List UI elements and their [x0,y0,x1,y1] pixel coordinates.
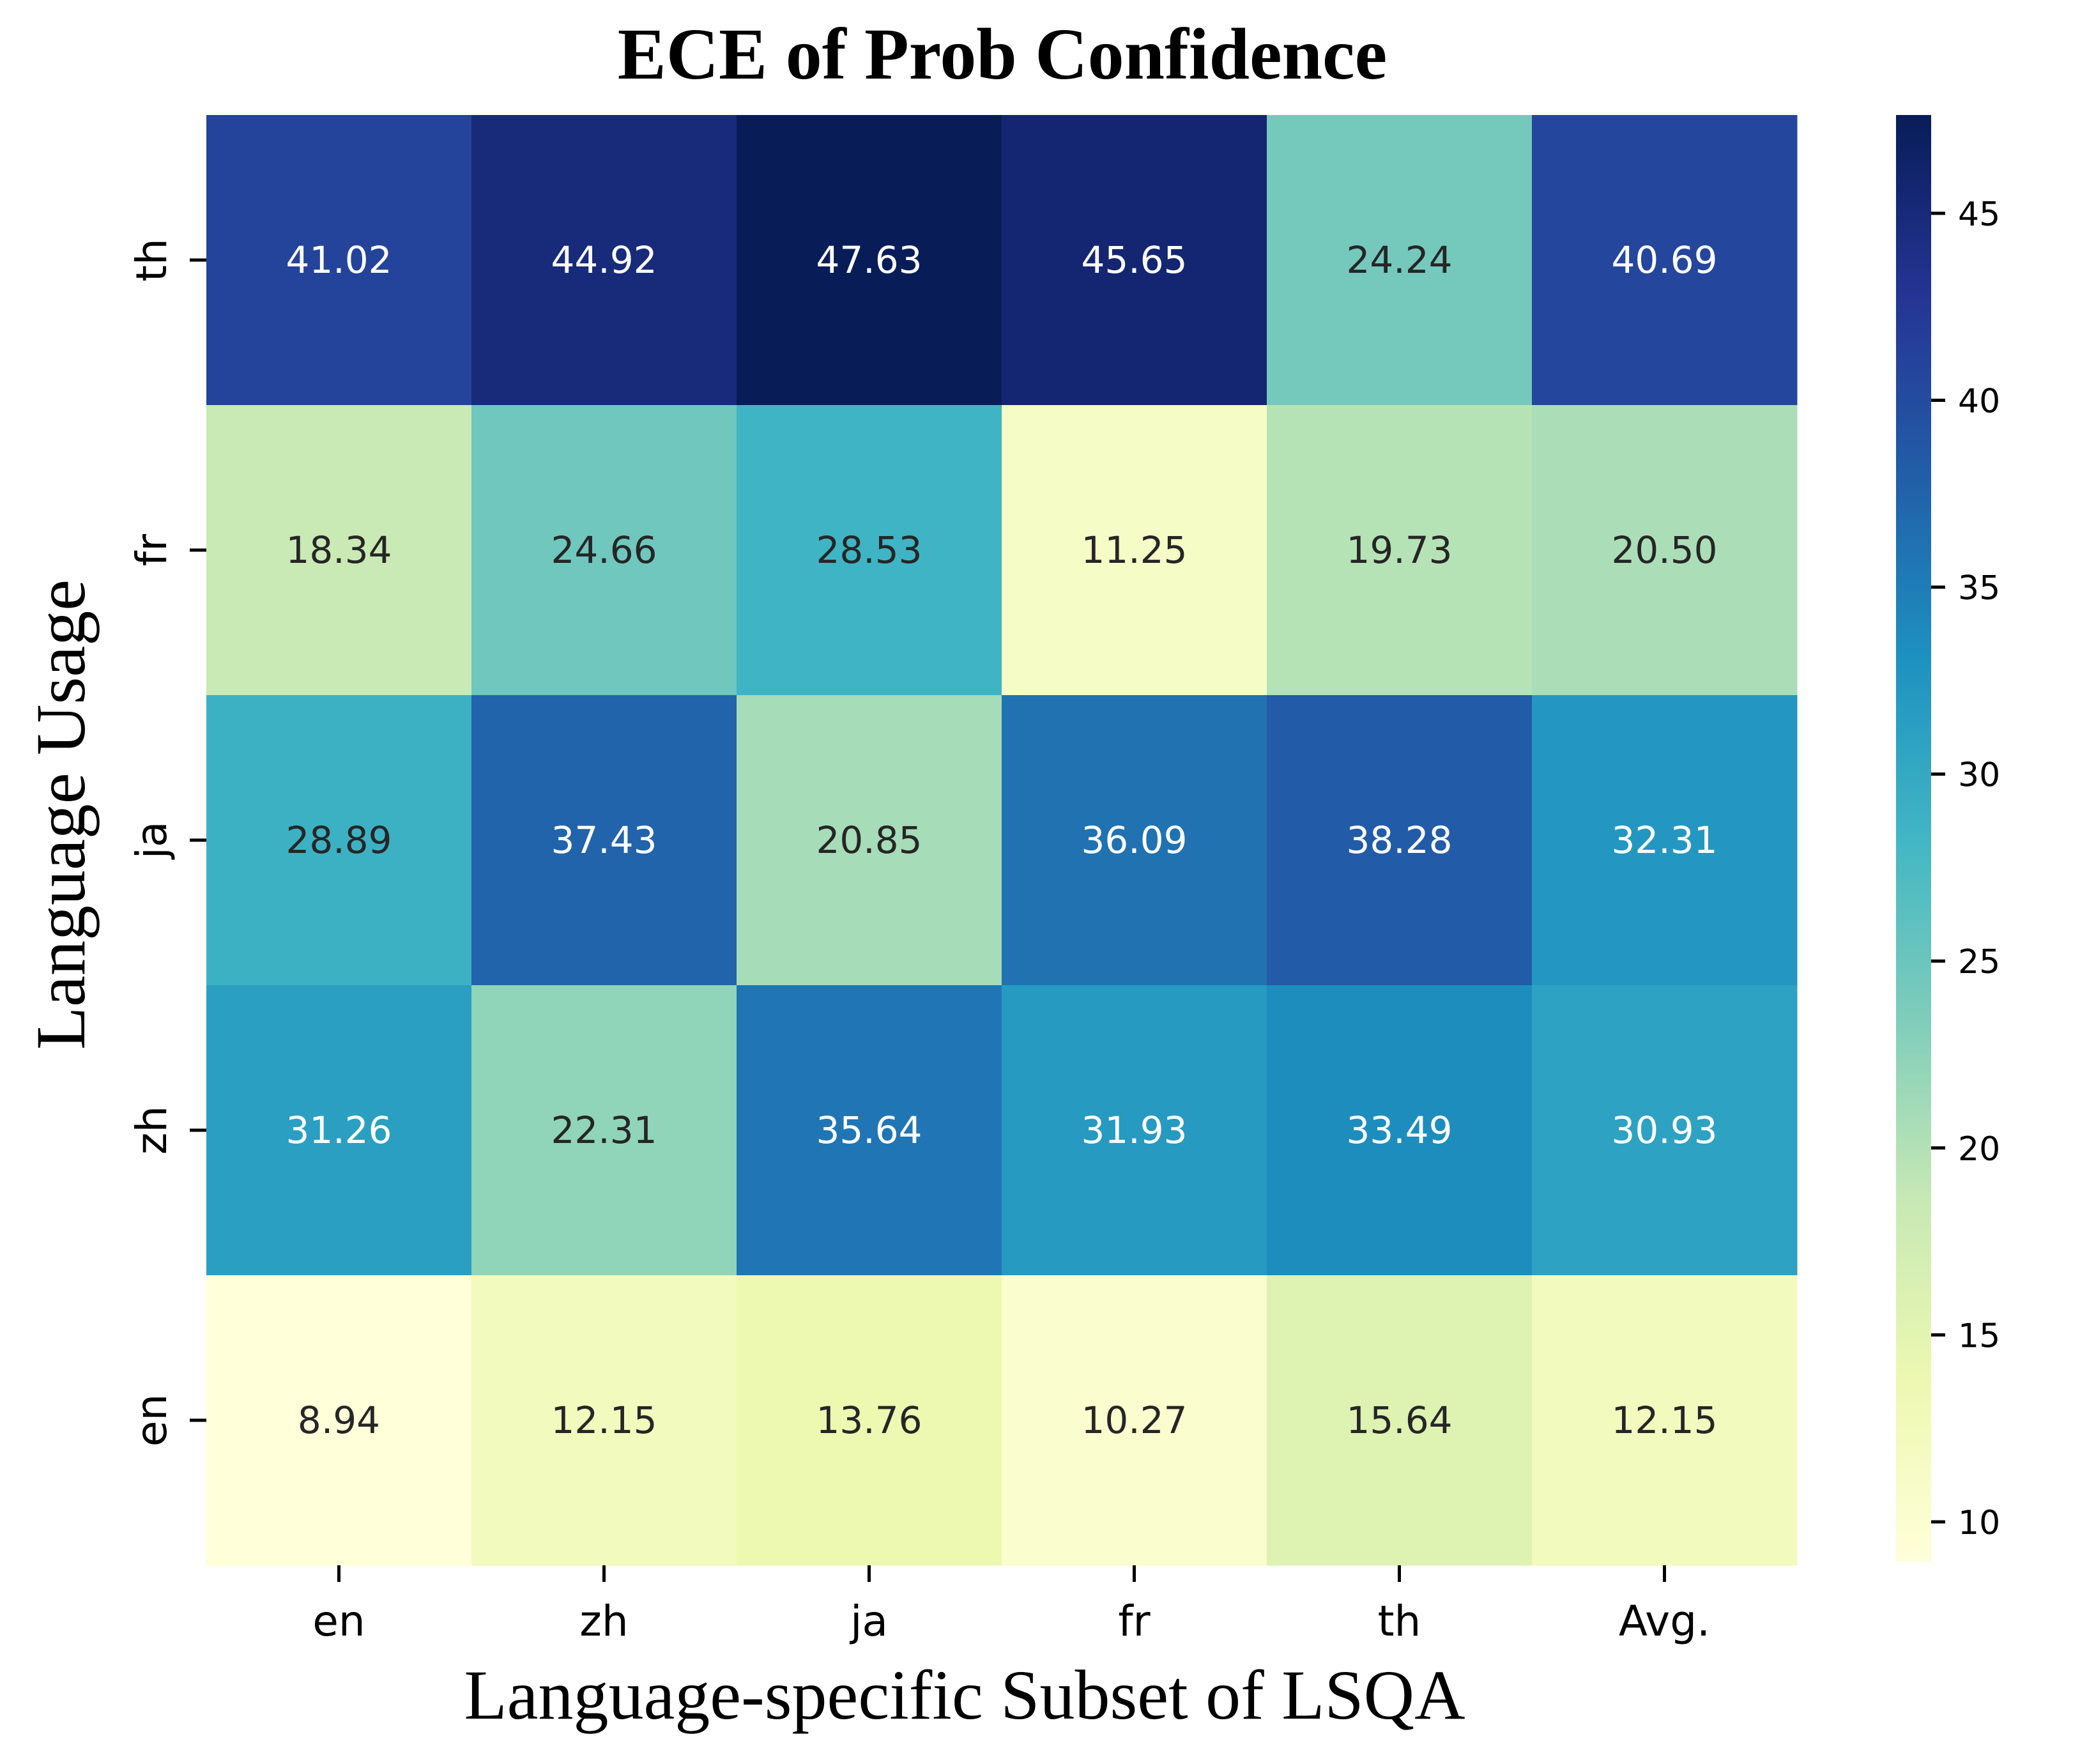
cell-value-label: 38.28 [1346,818,1452,862]
heatmap-cell [1002,695,1267,986]
cell-value-label: 13.76 [816,1399,922,1442]
heatmap-cell [1267,115,1533,406]
cell-value-label: 20.50 [1611,528,1717,572]
cell-value-label: 36.09 [1081,818,1187,862]
heatmap-cell [737,985,1002,1276]
heatmap-cell [206,405,472,696]
x-axis-title: Language-specific Subset of LSQA [464,1656,1465,1734]
heatmap-cell [737,695,1002,986]
cell-value-label: 12.15 [1611,1399,1717,1442]
heatmap-cell [471,695,737,986]
heatmap-cell [737,405,1002,696]
heatmap-cell [1002,115,1267,406]
cell-value-label: 24.24 [1346,238,1452,282]
x-tick-label: zh [579,1597,628,1646]
y-tick-label: zh [127,1106,176,1154]
cell-value-label: 28.89 [286,818,392,862]
colorbar-tick-label: 15 [1958,1317,2000,1355]
heatmap-cell [1532,1275,1798,1566]
heatmap-cell [1532,115,1798,406]
heatmap-cell [471,405,737,696]
cell-value-label: 44.92 [551,238,657,282]
colorbar-tick-label: 45 [1958,196,2000,234]
heatmap-cell [1532,985,1798,1276]
cell-value-label: 41.02 [286,238,392,282]
cell-value-label: 31.93 [1081,1108,1187,1152]
cell-value-label: 19.73 [1346,528,1452,572]
cell-value-label: 31.26 [286,1108,392,1152]
x-axis: en zh ja fr th Avg. [312,1565,1710,1646]
cell-value-label: 22.31 [551,1108,657,1152]
colorbar-tick-label: 10 [1958,1504,2000,1542]
colorbar-axis: 10 15 20 25 30 35 40 45 [1931,196,2000,1542]
cell-value-label: 10.27 [1081,1399,1187,1442]
y-axis-title: Language Usage [22,579,100,1050]
heatmap-cell [737,115,1002,406]
cell-value-label: 40.69 [1611,238,1717,282]
cell-value-label: 11.25 [1081,528,1187,572]
x-tick-label: ja [849,1597,888,1646]
cell-value-label: 45.65 [1081,238,1187,282]
y-tick-label: ja [127,822,176,861]
cell-value-label: 24.66 [551,528,657,572]
cell-value-label: 37.43 [551,818,657,862]
heatmap-cell [471,115,737,406]
x-tick-label: en [312,1597,365,1646]
colorbar-tick-label: 25 [1958,943,2000,981]
chart-title: ECE of Prob Confidence [618,13,1387,95]
cell-value-label: 47.63 [816,238,922,282]
cell-value-label: 30.93 [1611,1108,1717,1152]
x-tick-label: th [1378,1597,1421,1646]
y-axis: th fr ja zh en [127,238,206,1446]
cell-value-label: 20.85 [816,818,922,862]
colorbar [1896,115,1931,1561]
y-tick-label: th [127,238,176,282]
cell-value-label: 8.94 [298,1399,380,1442]
heatmap-cell [1267,1275,1533,1566]
heatmap-cell [471,1275,737,1566]
cell-value-label: 15.64 [1346,1399,1452,1442]
heatmap-cell [1002,985,1267,1276]
heatmap-cell [737,1275,1002,1566]
x-tick-label: fr [1118,1597,1151,1646]
heatmap-cell [206,985,472,1276]
heatmap-cells: 41.02 44.92 47.63 45.65 24.24 40.69 18.34 24.66… [206,115,1798,1566]
heatmap-cell [206,1275,472,1566]
y-tick-label: fr [127,533,176,566]
heatmap-cell [206,695,472,986]
y-tick-label: en [127,1394,176,1446]
x-tick-label: Avg. [1619,1597,1710,1646]
heatmap-cell [1002,1275,1267,1566]
cell-value-label: 18.34 [286,528,392,572]
heatmap-cell [1267,405,1533,696]
colorbar-tick-label: 40 [1958,382,2000,420]
heatmap-cell [471,985,737,1276]
heatmap-cell [1532,405,1798,696]
heatmap-cell [1267,985,1533,1276]
colorbar-tick-label: 20 [1958,1130,2000,1169]
cell-value-label: 12.15 [551,1399,657,1442]
colorbar-tick-label: 35 [1958,569,2000,608]
heatmap-cell [1532,695,1798,986]
heatmap-cell [1002,405,1267,696]
heatmap-cell [206,115,472,406]
cell-value-label: 35.64 [816,1108,922,1152]
cell-value-label: 32.31 [1611,818,1717,862]
cell-value-label: 28.53 [816,528,922,572]
cell-value-label: 33.49 [1346,1108,1452,1152]
colorbar-tick-label: 30 [1958,756,2000,795]
heatmap-cell [1267,695,1533,986]
